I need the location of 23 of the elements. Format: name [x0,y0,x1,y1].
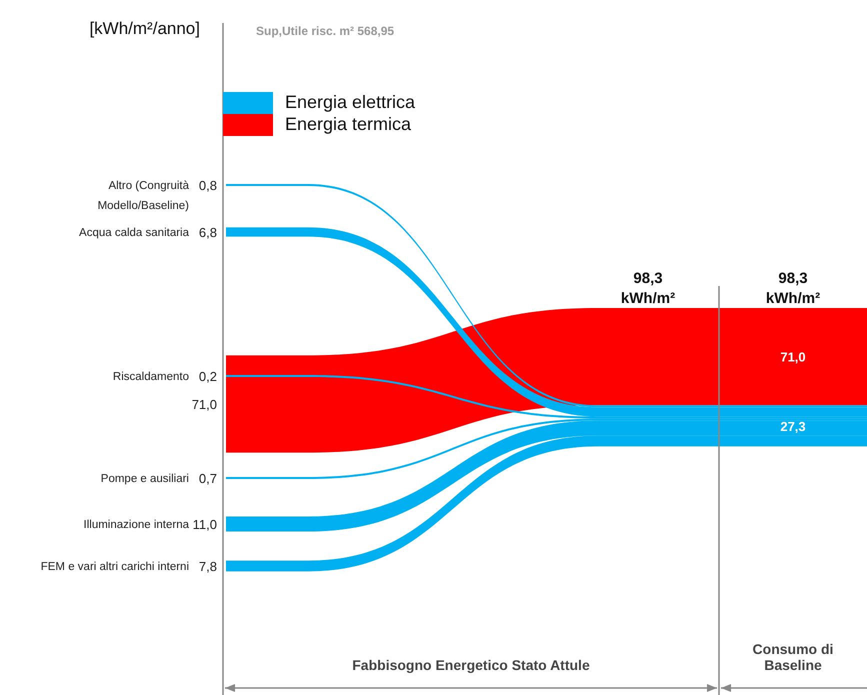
data-label: 11,0 [192,517,217,532]
legend-label: Energia termica [285,114,412,134]
text: Consumo di Baseline [752,641,834,673]
category-label: Illuminazione interna [84,519,190,531]
text: [kWh/m²/anno] [89,19,200,38]
text: 27,3 [780,418,806,434]
text: 98,3 kWh/m² [766,270,820,307]
data-label: 0,8 [198,178,217,193]
data-label: 6,8 [198,225,217,240]
category-label: FEM e vari altri carichi interni [40,561,189,573]
text: 98,3 kWh/m² [620,270,676,307]
text: Fabbisogno Energetico Stato Attule [352,657,590,673]
data-label: 7,8 [198,559,217,574]
text: Sup,Utile risc. m² 568,95 [256,24,394,38]
category-label: Pompe e ausiliari [100,473,189,485]
data-label: 0,2 [198,369,217,384]
text: 71,0 [780,350,806,365]
category-label: Riscaldamento [112,371,189,383]
data-label: 0,7 [198,471,217,486]
data-label: 71,0 [192,397,217,412]
category-label: Acqua calda sanitaria [79,227,190,239]
category-label: Altro (Congruità Modello/Baseline) [98,180,190,212]
legend-label: Energia elettrica [285,92,416,112]
